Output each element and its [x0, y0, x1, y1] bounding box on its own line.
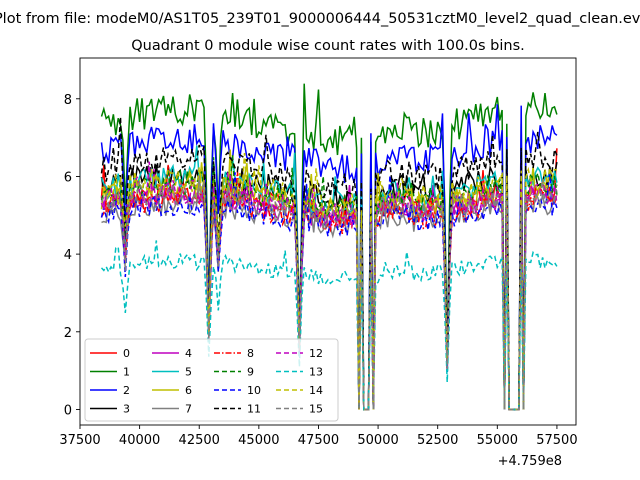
plot-series-group — [100, 83, 558, 411]
legend-label: 4 — [185, 347, 192, 360]
x-offset-label: +4.759e8 — [498, 454, 562, 469]
y-tick-label: 0 — [64, 403, 72, 418]
x-tick-label: 37500 — [59, 433, 100, 448]
legend-label: 7 — [185, 403, 192, 416]
x-axis-ticks: 37500 40000 42500 45000 47500 50000 52500 55000… — [59, 425, 578, 448]
legend-label: 3 — [123, 403, 130, 416]
y-tick-label: 2 — [64, 326, 72, 341]
legend-label: 0 — [123, 347, 130, 360]
series-line-11 — [100, 116, 558, 411]
legend-label: 15 — [309, 403, 323, 416]
axes-frame — [79, 57, 577, 426]
series-line-6 — [100, 149, 558, 411]
x-tick-label: 47500 — [298, 433, 339, 448]
legend-label: 9 — [247, 366, 254, 379]
x-tick-label: 40000 — [119, 433, 160, 448]
legend-label: 6 — [185, 384, 192, 397]
legend-box — [84, 338, 339, 422]
legend-label: 10 — [247, 384, 261, 397]
y-axis-ticks: 0 2 4 6 8 — [64, 93, 80, 418]
chart-suptitle: Plot from file: modeM0/AS1T05_239T01_900… — [0, 11, 640, 27]
x-tick-label: 55000 — [477, 433, 518, 448]
series-line-9 — [100, 155, 558, 411]
series-line-1 — [100, 83, 558, 411]
legend-label: 5 — [185, 366, 192, 379]
legend-label: 8 — [247, 347, 254, 360]
legend-label: 13 — [309, 366, 323, 379]
legend-label: 14 — [309, 384, 323, 397]
x-tick-label: 45000 — [238, 433, 279, 448]
y-tick-label: 6 — [64, 170, 72, 185]
y-tick-label: 8 — [64, 93, 72, 108]
legend-label: 11 — [247, 403, 261, 416]
series-line-12 — [100, 161, 558, 411]
x-tick-label: 57500 — [536, 433, 577, 448]
legend-label: 12 — [309, 347, 323, 360]
x-tick-label: 52500 — [417, 433, 458, 448]
y-tick-label: 4 — [64, 248, 72, 263]
x-tick-label: 50000 — [357, 433, 398, 448]
series-line-14 — [101, 153, 557, 411]
chart-title: Quadrant 0 module wise count rates with … — [131, 38, 525, 54]
x-tick-label: 42500 — [179, 433, 220, 448]
legend-label: 1 — [123, 366, 130, 379]
series-line-15 — [100, 178, 558, 411]
legend-label: 2 — [123, 384, 130, 397]
